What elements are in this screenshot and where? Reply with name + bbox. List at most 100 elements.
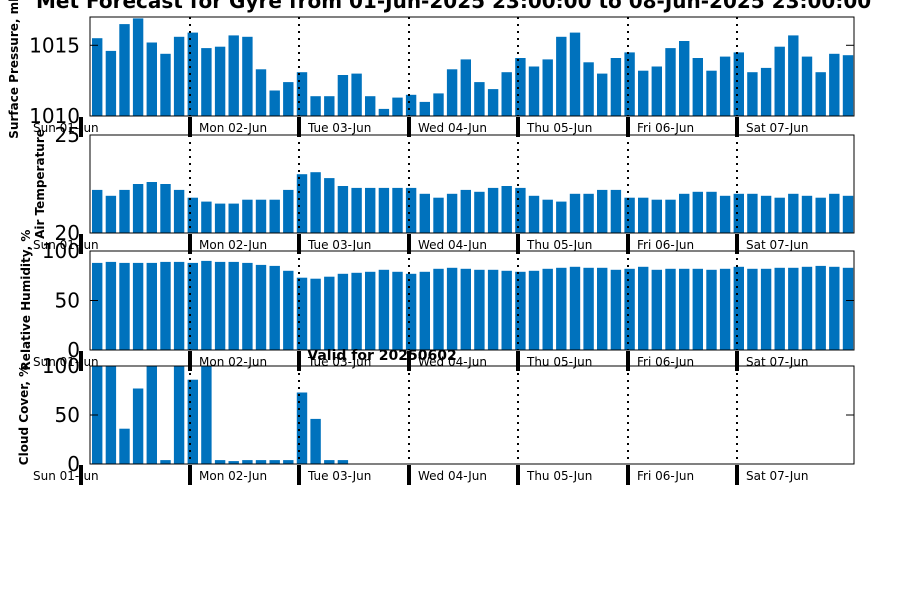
bar-1-23 [405, 187, 417, 233]
figure-title: Met Forecast for Gyre from 01-Jun-2025 2… [36, 0, 871, 13]
panel-0-day-label-0: Sun 01-Jun [33, 121, 99, 135]
bar-0-29 [487, 89, 499, 116]
bar-0-4 [146, 42, 157, 116]
bar-0-40 [638, 70, 649, 116]
bar-1-42 [665, 199, 676, 233]
bar-0-53 [815, 72, 826, 116]
bar-3-6 [173, 366, 185, 464]
panel-0-axes-box [89, 16, 855, 117]
bar-1-7 [187, 197, 198, 233]
bar-2-22 [392, 271, 403, 350]
bar-0-38 [610, 58, 622, 116]
bar-0-24 [419, 101, 430, 116]
bar-3-11 [242, 460, 253, 464]
panel-3-day-label-2: Tue 03-Jun [307, 469, 371, 483]
bar-2-14 [283, 270, 294, 350]
bar-1-29 [487, 187, 499, 233]
bar-1-6 [173, 189, 185, 233]
panel-0-ytick-label-0: 1010 [29, 104, 80, 128]
bar-2-13 [269, 265, 280, 350]
bar-0-13 [269, 90, 280, 116]
bar-0-23 [405, 94, 417, 116]
bar-2-39 [624, 268, 635, 350]
bar-0-8 [201, 48, 212, 116]
panel-0-ytick-label-1: 1015 [29, 33, 80, 57]
bar-2-2 [119, 262, 130, 350]
panel-3-day-label-3: Wed 04-Jun [418, 469, 487, 483]
bar-2-55 [842, 267, 854, 350]
bar-1-47 [733, 193, 744, 233]
bar-1-37 [597, 189, 608, 233]
bar-1-46 [719, 195, 731, 233]
bar-0-44 [692, 58, 703, 116]
panel-2-ylabel: Relative Humidity, % [19, 230, 33, 371]
bar-2-40 [638, 266, 649, 350]
bar-0-20 [365, 96, 376, 116]
bar-1-30 [501, 186, 512, 233]
panel-1-day-label-2: Tue 03-Jun [307, 238, 371, 252]
bar-2-52 [801, 266, 813, 350]
panel-2-ytick-label-1: 50 [55, 289, 80, 313]
bar-1-50 [774, 197, 785, 233]
bar-1-20 [365, 187, 376, 233]
bar-2-27 [460, 268, 471, 350]
bar-1-32 [528, 195, 540, 233]
panel-1-ytick-label-0: 20 [55, 221, 80, 245]
bar-2-18 [337, 273, 349, 350]
bar-0-0 [92, 38, 103, 117]
bar-0-28 [474, 82, 485, 116]
bar-2-6 [173, 261, 185, 350]
bar-0-14 [283, 82, 294, 116]
bar-2-38 [610, 269, 622, 350]
bar-2-5 [160, 261, 171, 350]
bar-2-25 [433, 268, 444, 350]
bar-0-27 [460, 59, 471, 116]
panel-3-day-label-5: Fri 06-Jun [637, 469, 694, 483]
bar-2-41 [651, 269, 662, 350]
bar-2-19 [351, 272, 362, 350]
bar-1-24 [419, 193, 430, 233]
bar-0-12 [255, 69, 267, 116]
bar-1-43 [679, 193, 690, 233]
bar-1-8 [201, 201, 212, 233]
bar-0-16 [310, 96, 321, 116]
bar-0-48 [747, 72, 758, 116]
bar-3-8 [201, 366, 212, 464]
panel-1-day-label-4: Thu 05-Jun [526, 238, 592, 252]
bar-1-14 [283, 189, 294, 233]
bar-2-53 [815, 265, 826, 350]
bar-1-9 [214, 203, 226, 233]
bar-1-52 [801, 195, 813, 233]
bar-0-22 [392, 97, 403, 116]
bar-2-33 [542, 268, 553, 350]
bar-1-44 [692, 191, 703, 233]
bar-1-36 [583, 193, 594, 233]
panel-3-day-label-6: Sat 07-Jun [746, 469, 809, 483]
bar-0-34 [556, 36, 567, 116]
bar-0-5 [160, 53, 171, 116]
bar-2-8 [201, 260, 212, 350]
bar-1-33 [542, 199, 553, 233]
bar-0-2 [119, 24, 130, 117]
bar-1-1 [105, 195, 117, 233]
bar-2-43 [679, 268, 690, 350]
bar-0-43 [679, 41, 690, 116]
bar-3-12 [255, 460, 267, 464]
bar-2-24 [419, 271, 430, 350]
bar-2-16 [310, 278, 321, 350]
bar-2-49 [760, 268, 772, 350]
bar-3-16 [310, 418, 321, 464]
panel-1-ylabel: Air Temperature [33, 129, 47, 239]
bar-2-37 [597, 267, 608, 350]
panel-2-day-label-6: Sat 07-Jun [746, 355, 809, 369]
bar-2-20 [365, 271, 376, 350]
bar-0-45 [706, 70, 717, 116]
panel-3-day-label-4: Thu 05-Jun [526, 469, 592, 483]
bar-0-19 [351, 73, 362, 116]
panel-1-day-label-1: Mon 02-Jun [199, 238, 267, 252]
bar-1-35 [569, 193, 581, 233]
bar-3-10 [228, 461, 239, 464]
bar-1-54 [829, 193, 840, 233]
bar-3-15 [296, 392, 308, 464]
